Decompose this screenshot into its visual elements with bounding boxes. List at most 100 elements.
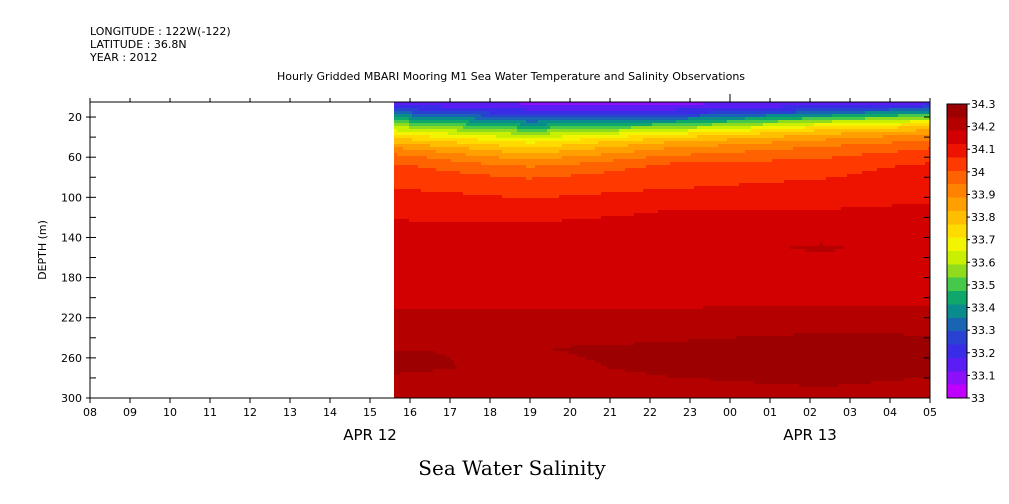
field-cell [490,336,493,339]
field-cell [493,156,496,159]
field-cell [412,330,415,333]
field-cell [442,297,445,300]
field-cell [463,390,466,393]
field-cell [514,216,517,219]
field-cell [481,378,484,381]
field-cell [430,285,433,288]
field-cell [511,225,514,228]
field-cell [460,396,463,398]
field-cell [541,351,544,354]
field-cell [469,207,472,210]
field-cell [448,276,451,279]
field-cell [493,153,496,156]
field-cell [544,189,547,192]
field-cell [523,306,526,309]
field-cell [532,372,535,375]
field-cell [475,393,478,396]
field-cell [451,387,454,390]
field-cell [493,192,496,195]
field-cell [517,255,520,258]
field-cell [412,222,415,225]
field-cell [439,393,442,396]
field-cell [460,126,463,129]
field-cell [535,300,538,303]
field-cell [481,135,484,138]
field-cell [448,123,451,126]
field-cell [493,105,496,108]
field-cell [424,366,427,369]
field-cell [412,351,415,354]
field-cell [433,144,436,147]
field-cell [412,174,415,177]
field-cell [463,234,466,237]
field-cell [466,192,469,195]
field-cell [475,216,478,219]
field-cell [454,312,457,315]
field-cell [433,231,436,234]
field-cell [484,330,487,333]
field-cell [505,168,508,171]
field-cell [514,102,517,105]
field-cell [478,102,481,105]
field-cell [541,249,544,252]
field-cell [502,222,505,225]
field-cell [532,357,535,360]
field-cell [442,168,445,171]
field-cell [538,171,541,174]
field-cell [526,342,529,345]
field-cell [478,312,481,315]
field-cell [469,192,472,195]
field-cell [448,111,451,114]
field-cell [508,216,511,219]
field-cell [445,282,448,285]
field-cell [532,366,535,369]
field-cell [487,270,490,273]
field-cell [538,354,541,357]
field-cell [427,360,430,363]
field-cell [466,120,469,123]
field-cell [502,396,505,398]
field-cell [499,345,502,348]
field-cell [499,297,502,300]
field-cell [475,360,478,363]
field-cell [466,387,469,390]
field-cell [436,267,439,270]
field-cell [493,132,496,135]
field-cell [412,240,415,243]
field-cell [418,174,421,177]
field-cell [526,348,529,351]
field-cell [439,183,442,186]
field-cell [448,330,451,333]
field-cell [478,171,481,174]
field-cell [499,261,502,264]
field-cell [451,180,454,183]
field-cell [475,177,478,180]
field-cell [472,102,475,105]
field-cell [481,222,484,225]
field-cell [415,279,418,282]
field-cell [496,357,499,360]
field-cell [397,132,400,135]
field-cell [442,354,445,357]
field-cell [421,345,424,348]
field-cell [415,150,418,153]
field-cell [523,126,526,129]
field-cell [472,219,475,222]
field-cell [538,300,541,303]
field-cell [487,345,490,348]
field-cell [502,360,505,363]
field-cell [430,120,433,123]
field-cell [523,351,526,354]
field-cell [538,291,541,294]
field-cell [535,360,538,363]
field-cell [472,186,475,189]
field-cell [445,360,448,363]
field-cell [508,105,511,108]
field-cell [409,345,412,348]
field-cell [490,360,493,363]
field-cell [541,144,544,147]
field-cell [460,291,463,294]
field-cell [418,201,421,204]
field-cell [490,330,493,333]
field-cell [523,372,526,375]
